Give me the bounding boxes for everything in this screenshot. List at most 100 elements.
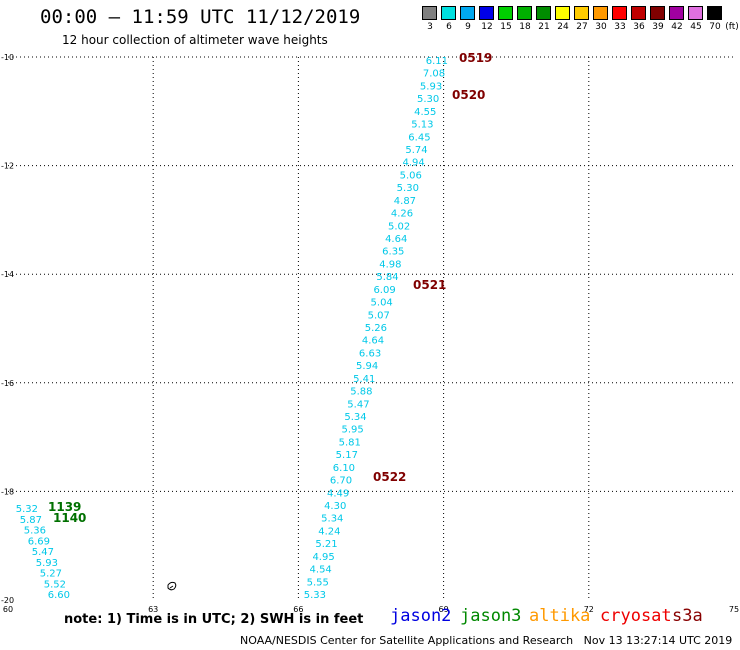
legend-swatch bbox=[650, 6, 665, 20]
swh-value: 5.41 bbox=[353, 374, 375, 385]
lon-tick-label: 63 bbox=[148, 605, 158, 614]
swh-value: 5.47 bbox=[347, 399, 369, 410]
legend-label: 9 bbox=[465, 22, 471, 32]
swh-value: 4.64 bbox=[362, 336, 384, 347]
legend-swatch bbox=[612, 6, 627, 20]
swh-value: 6.63 bbox=[359, 348, 381, 359]
lon-tick-label: 75 bbox=[729, 605, 739, 614]
swh-value: 4.49 bbox=[327, 488, 349, 499]
lat-tick-label: -20 bbox=[1, 596, 14, 605]
satellite-s3a: s3a bbox=[672, 606, 703, 626]
satellite-altika: altika bbox=[529, 606, 591, 626]
legend-swatch bbox=[574, 6, 589, 20]
swh-value: 5.81 bbox=[339, 437, 361, 448]
legend-swatch bbox=[460, 6, 475, 20]
lat-tick-label: -14 bbox=[1, 270, 14, 279]
legend-label: 42 bbox=[671, 22, 683, 32]
swh-value: 5.94 bbox=[356, 361, 378, 372]
swh-value: 4.94 bbox=[402, 158, 424, 169]
legend-swatch bbox=[707, 6, 722, 20]
legend-unit: (ft) bbox=[725, 22, 739, 32]
swh-value: 4.24 bbox=[318, 526, 340, 537]
swh-value: 5.07 bbox=[368, 310, 390, 321]
swh-value: 5.34 bbox=[321, 514, 343, 525]
legend-swatch bbox=[422, 6, 437, 20]
pass-time-label: 0522 bbox=[373, 470, 406, 484]
legend-label: 39 bbox=[652, 22, 664, 32]
legend-label: 30 bbox=[595, 22, 607, 32]
swh-value: 6.69 bbox=[28, 536, 50, 547]
swh-value: 5.55 bbox=[307, 577, 329, 588]
legend-swatch bbox=[536, 6, 551, 20]
map-subtitle: 12 hour collection of altimeter wave hei… bbox=[62, 33, 328, 47]
legend-label: 12 bbox=[481, 22, 493, 32]
swh-value: 5.84 bbox=[376, 272, 398, 283]
legend-label: 18 bbox=[519, 22, 531, 32]
swh-value: 5.47 bbox=[32, 547, 54, 558]
swh-value: 5.30 bbox=[397, 183, 419, 194]
legend-label: 45 bbox=[690, 22, 702, 32]
altimeter-track-west: 5.325.875.366.695.475.935.275.526.60 bbox=[16, 504, 70, 601]
legend-swatch bbox=[555, 6, 570, 20]
lat-tick-label: -12 bbox=[1, 162, 14, 171]
lon-tick-label: 66 bbox=[293, 605, 303, 614]
legend-swatch bbox=[688, 6, 703, 20]
lon-tick-label: 69 bbox=[439, 605, 449, 614]
swh-value: 6.45 bbox=[408, 132, 430, 143]
swh-value: 5.17 bbox=[336, 450, 358, 461]
swh-value: 5.32 bbox=[16, 504, 38, 515]
swh-value: 5.26 bbox=[365, 323, 387, 334]
swh-value: 4.30 bbox=[324, 501, 346, 512]
satellite-cryosat: cryosat bbox=[600, 606, 672, 626]
swh-value: 5.93 bbox=[36, 558, 58, 569]
satellite-jason2: jason2 bbox=[390, 606, 452, 626]
lat-lon-grid bbox=[8, 56, 734, 600]
legend-swatch bbox=[593, 6, 608, 20]
swh-value: 5.06 bbox=[400, 170, 422, 181]
legend-swatch bbox=[517, 6, 532, 20]
legend-swatch bbox=[498, 6, 513, 20]
swh-value: 7.08 bbox=[423, 69, 445, 80]
pass-time-label: 0520 bbox=[452, 88, 485, 102]
satellite-jason3: jason3 bbox=[460, 606, 522, 626]
legend-label: 24 bbox=[557, 22, 569, 32]
legend-label: 3 bbox=[427, 22, 433, 32]
swh-value: 4.87 bbox=[394, 196, 416, 207]
pass-time-label: 0519 bbox=[459, 51, 492, 65]
swh-value: 5.36 bbox=[24, 526, 46, 537]
lat-tick-label: -10 bbox=[1, 53, 14, 62]
lat-tick-label: -18 bbox=[1, 487, 14, 496]
swh-value: 5.30 bbox=[417, 94, 439, 105]
map-title: 00:00 – 11:59 UTC 11/12/2019 bbox=[40, 6, 361, 28]
swh-value: 5.52 bbox=[44, 579, 66, 590]
swh-value: 4.26 bbox=[391, 209, 413, 220]
lon-tick-label: 60 bbox=[3, 605, 13, 614]
axis-tick-labels: 60 63 66 69 72 75 -10 -12 -14 -16 -18 -20 bbox=[1, 53, 739, 614]
pass-time-label: 0521 bbox=[413, 278, 446, 292]
swh-value: 4.98 bbox=[379, 259, 401, 270]
swh-value: 4.64 bbox=[385, 234, 407, 245]
pass-time-label: 1140 bbox=[53, 511, 86, 525]
swh-value: 5.02 bbox=[388, 221, 410, 232]
swh-value: 6.10 bbox=[333, 463, 355, 474]
legend-swatch bbox=[441, 6, 456, 20]
altimeter-track-east: 6.11 7.085.93 5.30 4.55 5.136.45 5.74 4.945.06… bbox=[304, 56, 448, 601]
swh-value: 5.95 bbox=[341, 425, 363, 436]
legend-label: 36 bbox=[633, 22, 645, 32]
swh-value: 6.35 bbox=[382, 247, 404, 258]
pass-time-label: 1139 bbox=[48, 500, 81, 514]
swh-value: 5.93 bbox=[420, 81, 442, 92]
lat-tick-label: -16 bbox=[1, 379, 14, 388]
legend-label: 21 bbox=[538, 22, 550, 32]
legend-label: 27 bbox=[576, 22, 588, 32]
swh-value: 6.60 bbox=[48, 590, 70, 601]
swh-value: 5.13 bbox=[411, 120, 433, 131]
legend-label: 33 bbox=[614, 22, 626, 32]
legend-label: 70 bbox=[709, 22, 721, 32]
swh-value: 5.87 bbox=[20, 515, 42, 526]
swh-value: 5.33 bbox=[304, 590, 326, 601]
swh-value: 5.74 bbox=[405, 145, 427, 156]
legend-swatch bbox=[669, 6, 684, 20]
